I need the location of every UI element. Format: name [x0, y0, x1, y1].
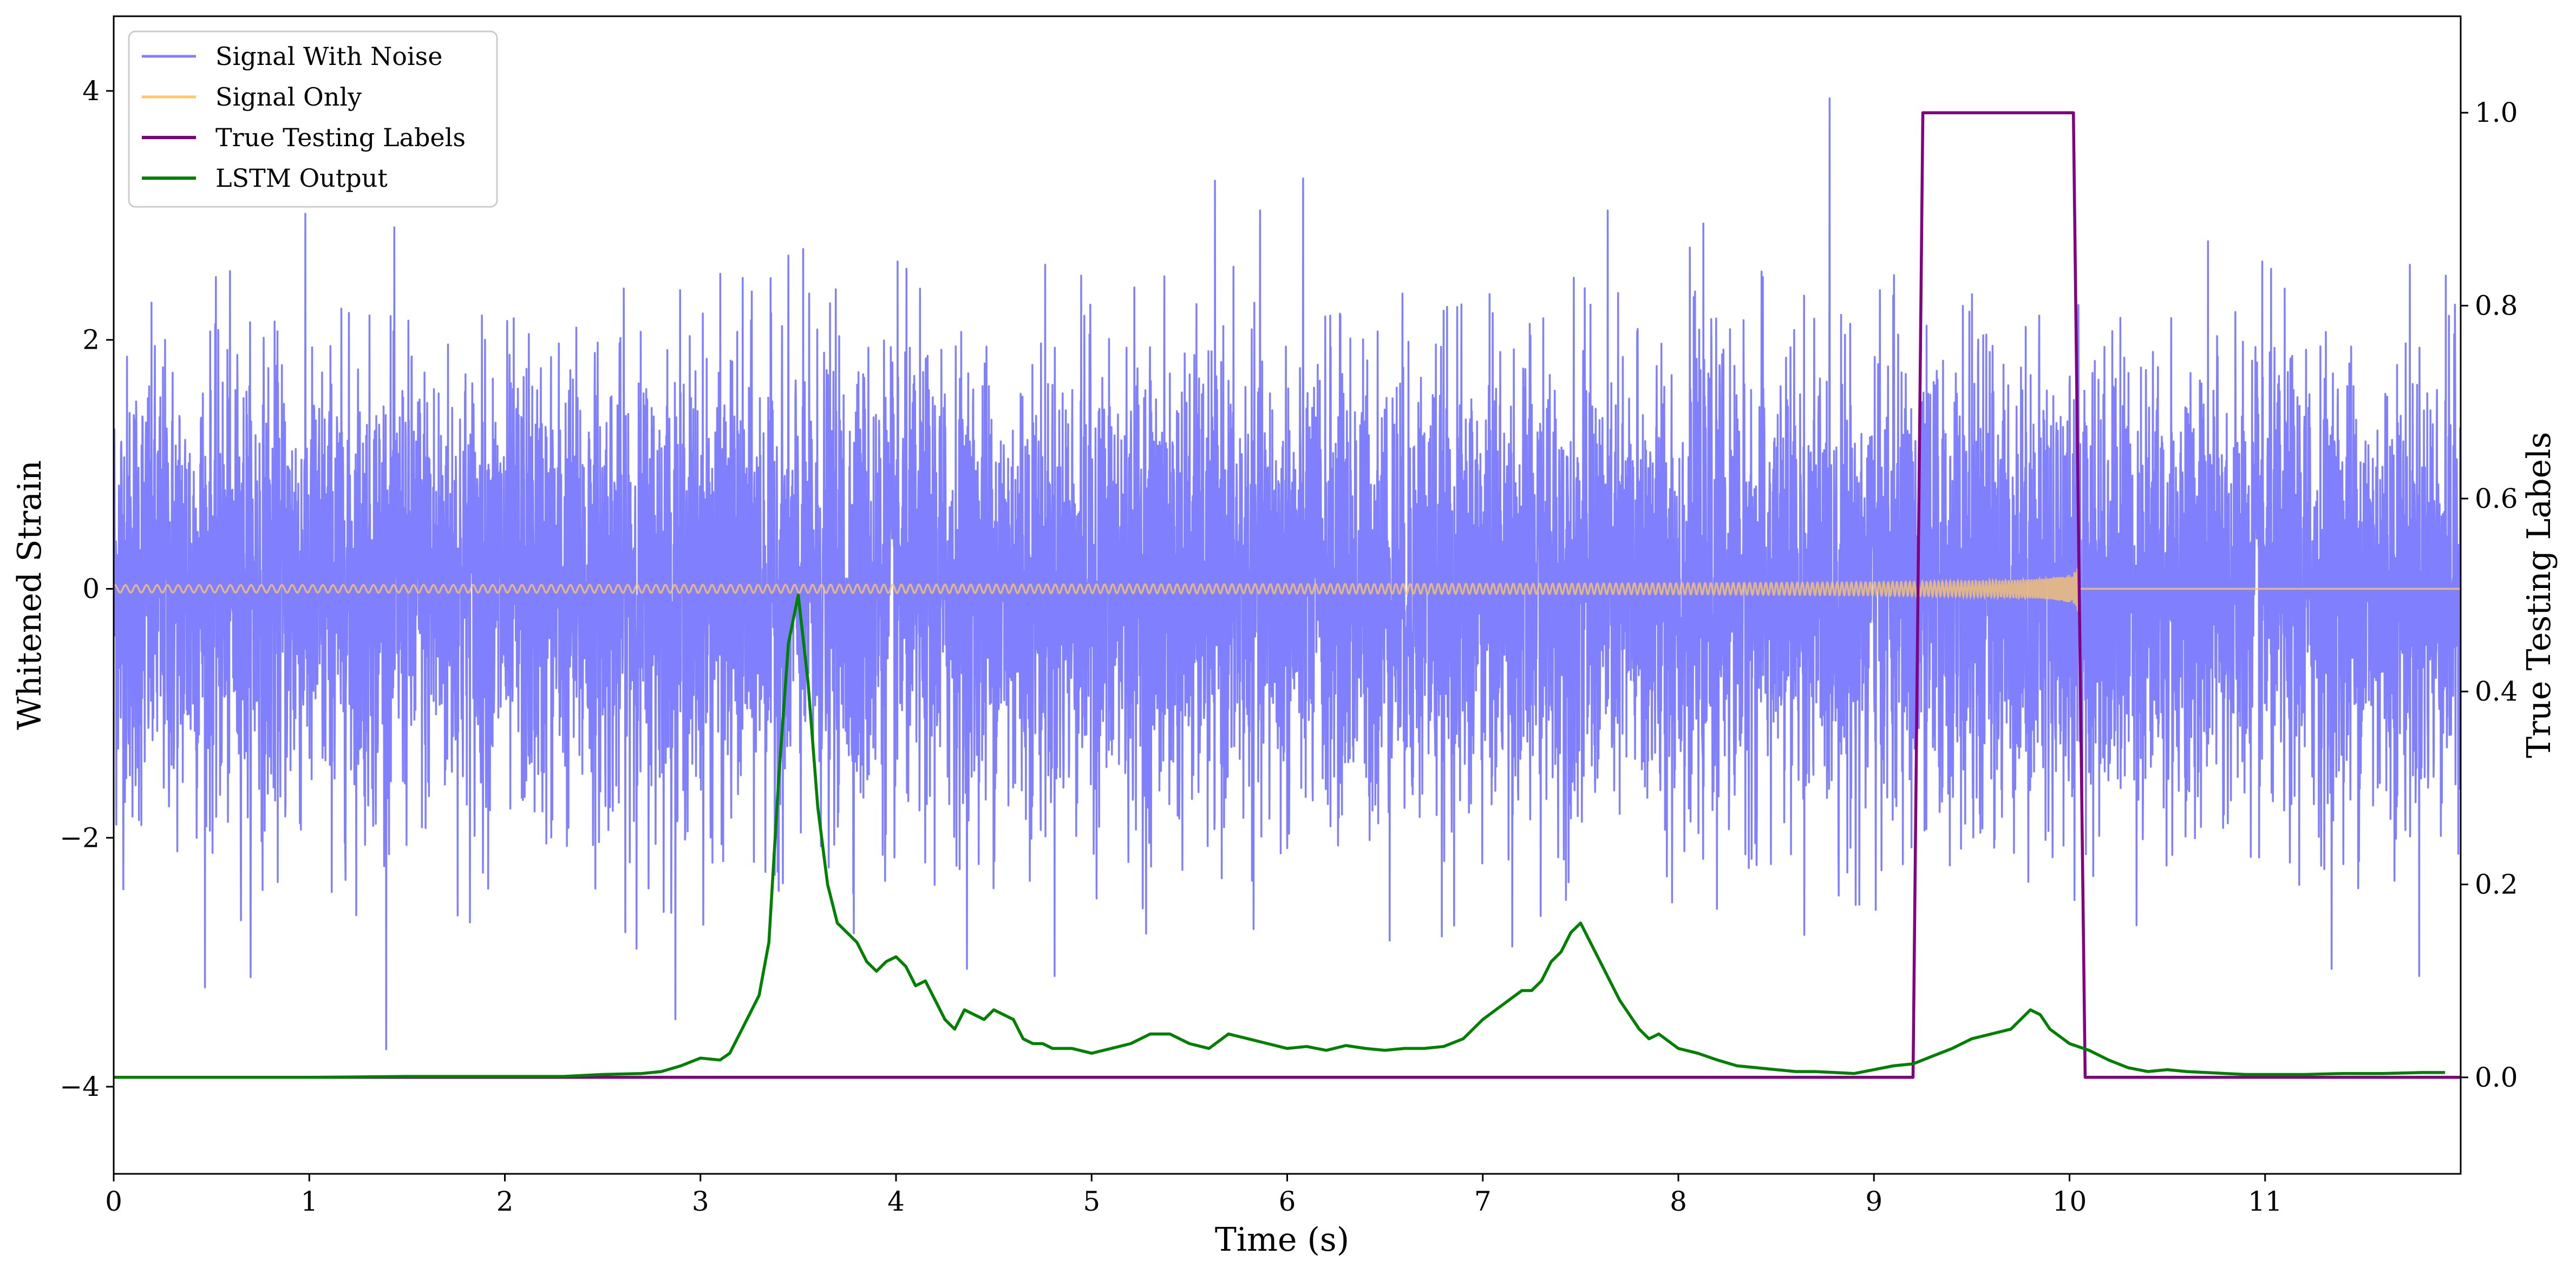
- series-signal-with-noise: [114, 97, 2461, 1050]
- y-tick-label: −2: [60, 822, 100, 853]
- x-tick-label: 9: [1865, 1186, 1882, 1217]
- series-lstm-output: [114, 593, 2446, 1079]
- series-true-testing-labels: [114, 111, 2461, 1079]
- x-tick-label: 10: [2052, 1186, 2087, 1217]
- x-axis-label: Time (s): [1215, 1221, 1349, 1259]
- y-axis-label: Whitened Strain: [11, 460, 49, 730]
- x-tick-label: 0: [105, 1186, 122, 1217]
- x-tick-label: 8: [1670, 1186, 1687, 1217]
- legend: Signal With Noise Signal Only True Testing…: [128, 30, 498, 208]
- x-tick-label: 1: [300, 1186, 318, 1217]
- y-tick-label: 2: [82, 324, 100, 356]
- y-right-tick-label: 0.0: [2475, 1062, 2518, 1093]
- legend-label-true-testing-labels: True Testing Labels: [215, 123, 466, 152]
- series-layer: [114, 97, 2461, 1079]
- y-right-tick-label: 0.2: [2475, 869, 2518, 900]
- legend-label-lstm-output: LSTM Output: [215, 164, 388, 193]
- x-tick-label: 7: [1474, 1186, 1492, 1217]
- y-tick-label: 0: [82, 573, 100, 605]
- series-signal-only: [114, 561, 2461, 612]
- legend-box: [128, 30, 498, 208]
- x-tick-label: 4: [887, 1186, 905, 1217]
- y-right-tick-label: 0.4: [2475, 676, 2518, 707]
- x-tick-label: 3: [692, 1186, 709, 1217]
- x-tick-label: 6: [1279, 1186, 1296, 1217]
- legend-label-signal-with-noise: Signal With Noise: [215, 42, 442, 71]
- y-right-tick-label: 0.8: [2475, 290, 2518, 322]
- legend-label-signal-only: Signal Only: [215, 82, 362, 112]
- x-tick-label: 5: [1083, 1186, 1100, 1217]
- y-tick-label: 4: [82, 75, 100, 107]
- y-tick-label: −4: [60, 1071, 100, 1102]
- y-right-tick-label: 1.0: [2475, 97, 2518, 128]
- y-right-tick-label: 0.6: [2475, 483, 2518, 514]
- ticks-layer: 0 1 2 3 4 5 6 7 8 9 10 11 −4 −2 0 2 4 0.0 0.2 0.4 0.6 0.8 1.0: [60, 75, 2518, 1217]
- x-tick-label: 2: [496, 1186, 514, 1217]
- x-tick-label: 11: [2248, 1186, 2283, 1217]
- y-axis-right-label: True Testing Labels: [2520, 432, 2558, 759]
